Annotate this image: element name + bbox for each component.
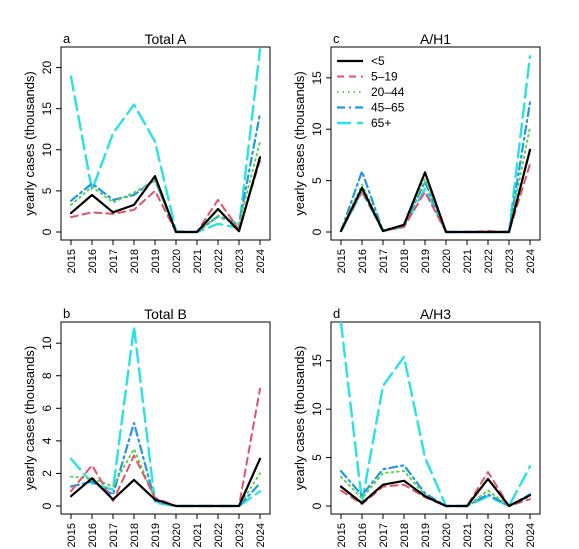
x-tick-label: 2018 bbox=[129, 523, 141, 547]
x-tick-label: 2017 bbox=[108, 249, 120, 273]
x-tick-label: 2020 bbox=[171, 249, 183, 273]
x-tick-label: 2015 bbox=[336, 523, 348, 547]
panel-label: b bbox=[63, 306, 70, 321]
x-tick-label: 2015 bbox=[66, 249, 78, 273]
x-tick-label: 2017 bbox=[378, 249, 390, 273]
series-line-1 bbox=[69, 457, 262, 508]
panel-title: Total B bbox=[144, 306, 187, 322]
panel-a: a Total A yearly cases (thousands) 0 5 10 15 20… bbox=[22, 31, 271, 273]
x-tick-label: 2021 bbox=[462, 249, 474, 273]
legend-label: 5–19 bbox=[371, 70, 398, 84]
x-tick-label: 2018 bbox=[399, 523, 411, 547]
x-tick-label: 2016 bbox=[87, 523, 99, 547]
x-tick-label: 2022 bbox=[483, 523, 495, 547]
x-tick-label: 2017 bbox=[378, 523, 390, 547]
series-line-1 bbox=[339, 148, 532, 234]
x-tick-label: 2017 bbox=[108, 523, 120, 547]
x-tick-label: 2016 bbox=[357, 523, 369, 547]
y-tick-label: 10 bbox=[40, 143, 54, 157]
x-tick-label: 2023 bbox=[504, 249, 516, 273]
panel-label: d bbox=[333, 306, 340, 321]
x-tick-label: 2021 bbox=[192, 249, 204, 273]
x-tick-label: 2020 bbox=[441, 249, 453, 273]
x-tick-label: 2016 bbox=[87, 249, 99, 273]
y-tick-label: 4 bbox=[40, 437, 54, 444]
y-tick-label: 8 bbox=[40, 372, 54, 379]
y-tick-label: 0 bbox=[40, 502, 54, 509]
y-axis-label: yearly cases (thousands) bbox=[22, 346, 37, 491]
panel-title: A/H1 bbox=[420, 31, 451, 47]
plot-frame bbox=[60, 321, 271, 515]
y-tick-label: 5 bbox=[310, 177, 324, 184]
y-tick-label: 5 bbox=[40, 187, 54, 194]
series-line-5 bbox=[69, 48, 262, 234]
panel-d: d A/H3 yearly cases (thousands) 0 5 10 15 2015 2… bbox=[292, 306, 541, 547]
x-tick-label: 2023 bbox=[234, 523, 246, 547]
x-tick-label: 2019 bbox=[420, 249, 432, 273]
plot-frame bbox=[330, 321, 541, 515]
y-axis-label: yearly cases (thousands) bbox=[22, 71, 37, 216]
x-tick-label: 2015 bbox=[66, 523, 78, 547]
y-tick-label: 15 bbox=[310, 71, 324, 85]
y-tick-label: 20 bbox=[40, 61, 54, 75]
y-tick-label: 2 bbox=[40, 470, 54, 477]
x-tick-label: 2019 bbox=[420, 523, 432, 547]
legend-label: <5 bbox=[371, 54, 385, 68]
y-tick-label: 10 bbox=[310, 122, 324, 136]
series-line-3 bbox=[340, 126, 531, 233]
x-tick-label: 2016 bbox=[357, 249, 369, 273]
x-tick-label: 2024 bbox=[525, 249, 537, 273]
x-tick-label: 2020 bbox=[441, 523, 453, 547]
series-line-1 bbox=[69, 156, 262, 234]
legend-label: 45–65 bbox=[371, 101, 405, 115]
x-tick-label: 2022 bbox=[213, 523, 225, 547]
panel-title: A/H3 bbox=[420, 306, 451, 322]
y-tick-label: 6 bbox=[40, 405, 54, 412]
x-tick-label: 2020 bbox=[171, 523, 183, 547]
x-tick-label: 2019 bbox=[150, 249, 162, 273]
panel-c: c A/H1 yearly cases (thousands) 0 5 10 15 2015 2… bbox=[292, 31, 541, 273]
x-tick-label: 2018 bbox=[129, 249, 141, 273]
y-tick-label: 10 bbox=[310, 402, 324, 416]
x-tick-label: 2022 bbox=[483, 249, 495, 273]
x-tick-label: 2023 bbox=[234, 249, 246, 273]
x-tick-label: 2024 bbox=[255, 523, 267, 547]
series-line-2 bbox=[70, 159, 261, 233]
x-tick-label: 2024 bbox=[525, 523, 537, 547]
panel-title: Total A bbox=[144, 31, 187, 47]
x-tick-label: 2021 bbox=[462, 523, 474, 547]
x-tick-label: 2019 bbox=[150, 523, 162, 547]
series-line-1 bbox=[339, 477, 532, 508]
x-tick-label: 2018 bbox=[399, 249, 411, 273]
series-line-4 bbox=[69, 421, 262, 508]
x-tick-label: 2015 bbox=[336, 249, 348, 273]
y-tick-label: 15 bbox=[40, 102, 54, 116]
x-tick-label: 2023 bbox=[504, 523, 516, 547]
y-axis-label: yearly cases (thousands) bbox=[292, 71, 307, 216]
panel-label: c bbox=[333, 31, 340, 46]
plot-frame bbox=[60, 46, 271, 241]
y-tick-label: 0 bbox=[40, 228, 54, 235]
plot-frame bbox=[330, 46, 541, 241]
y-tick-label: 5 bbox=[310, 454, 324, 461]
panel-b: b Total B yearly cases (thousands) 0 2 4 6 8 10 2… bbox=[22, 306, 271, 547]
y-tick-label: 0 bbox=[310, 228, 324, 235]
y-tick-label: 15 bbox=[310, 354, 324, 368]
series-line-2 bbox=[70, 387, 261, 507]
series-line-2 bbox=[340, 163, 531, 233]
legend-label: 20–44 bbox=[371, 85, 405, 99]
y-tick-label: 10 bbox=[40, 336, 54, 350]
y-axis-label: yearly cases (thousands) bbox=[292, 346, 307, 491]
x-tick-label: 2024 bbox=[255, 249, 267, 273]
y-tick-label: 0 bbox=[310, 502, 324, 509]
series-line-5 bbox=[339, 321, 532, 508]
panel-label: a bbox=[63, 31, 71, 46]
x-tick-label: 2021 bbox=[192, 523, 204, 547]
legend-label: 65+ bbox=[371, 116, 391, 130]
x-tick-label: 2022 bbox=[213, 249, 225, 273]
